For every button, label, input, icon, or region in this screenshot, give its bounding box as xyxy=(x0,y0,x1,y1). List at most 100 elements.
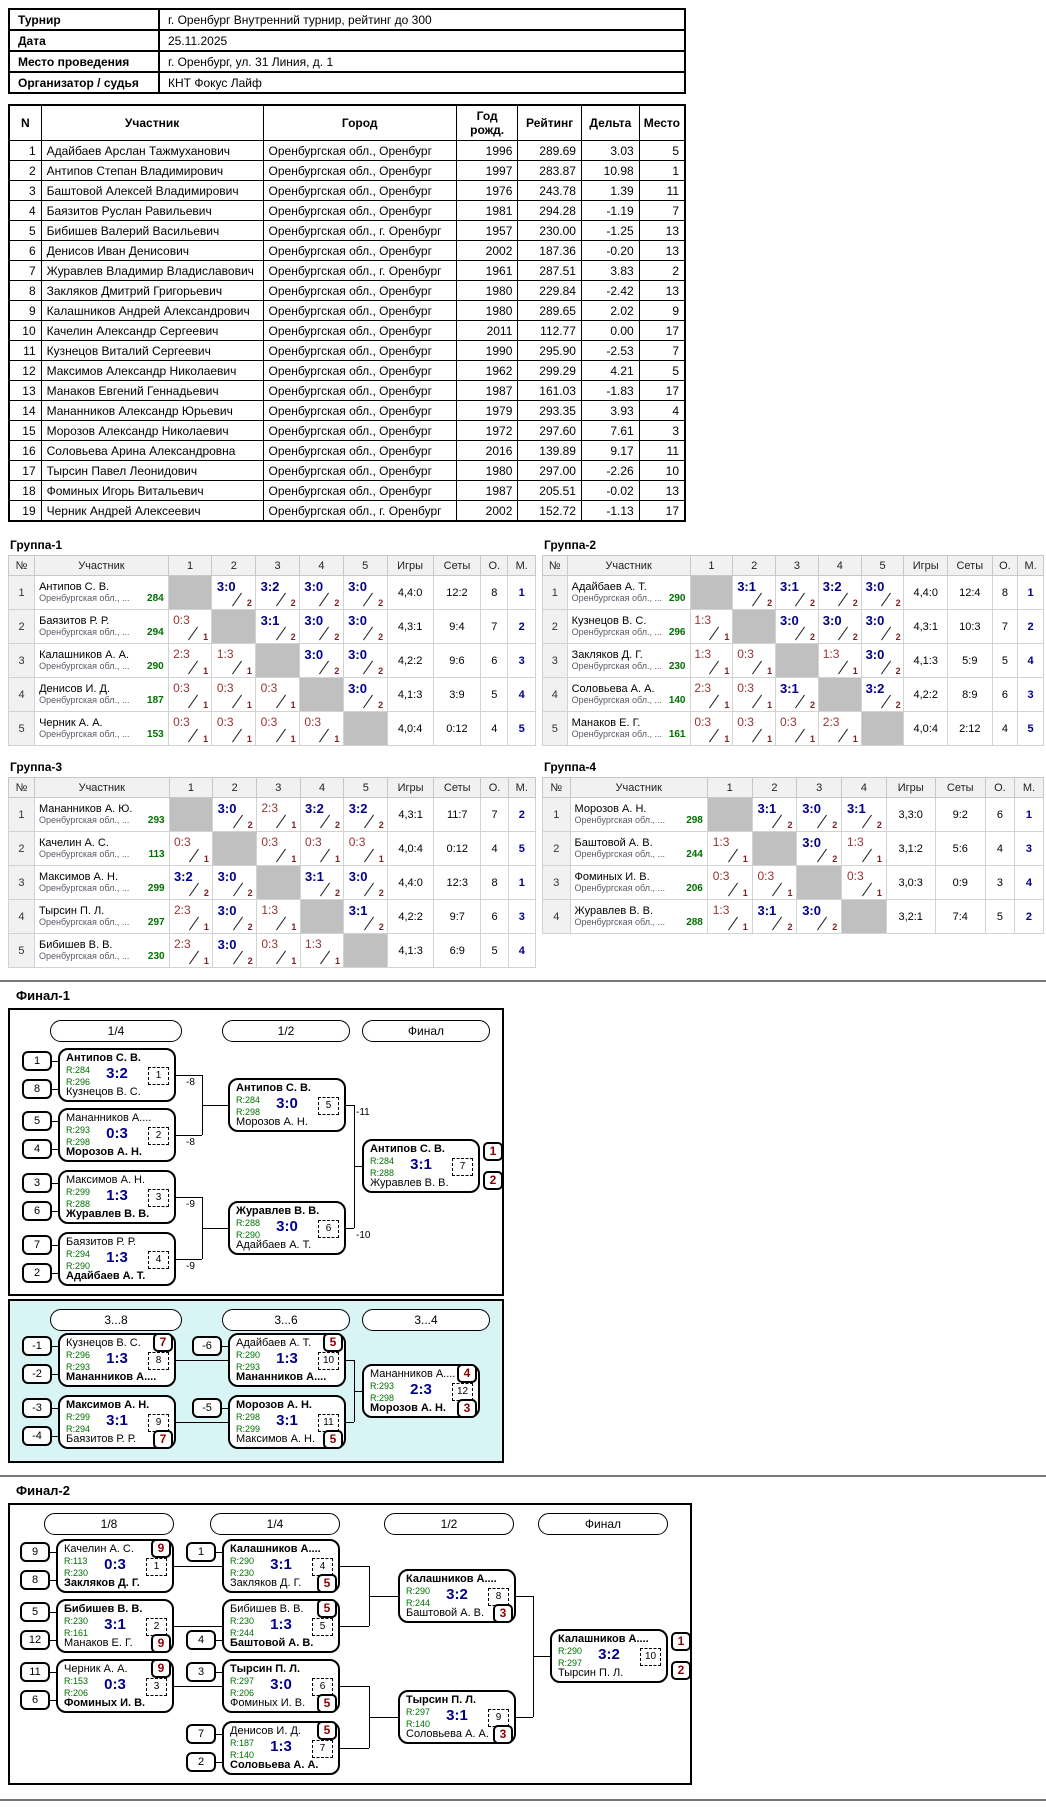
section-divider xyxy=(0,980,1046,982)
slash-icon xyxy=(794,592,805,607)
slash-icon xyxy=(752,592,763,607)
seed-box: 7 xyxy=(186,1724,216,1744)
points-gained: 1 xyxy=(809,734,815,744)
score: 3:2 xyxy=(822,579,842,594)
player-name-top: Качелин А. С. xyxy=(64,1543,134,1555)
player-subline: Оренбургская обл., ... 297 xyxy=(39,917,165,928)
player-subline: Оренбургская обл., ... 140 xyxy=(572,695,686,706)
birth-year: 1962 xyxy=(455,360,519,381)
column-header: Сеты xyxy=(432,555,482,576)
player-rating: 298 xyxy=(686,815,703,826)
group-place: 1 xyxy=(1013,797,1045,832)
round-pill: 3...6 xyxy=(222,1309,350,1331)
player-subline: Оренбургская обл., ... 230 xyxy=(572,661,686,672)
column-header: 3 xyxy=(775,555,819,576)
slash-icon xyxy=(861,814,872,829)
player-rating-bottom: R:161 xyxy=(64,1628,89,1638)
player-cell: Закляков Д. Г. Оренбургская обл., ... 230 xyxy=(566,643,691,678)
result-cell: 0:3 1 xyxy=(167,711,213,746)
slash-icon xyxy=(363,882,374,897)
score: 1:3 xyxy=(712,835,730,849)
match-result: 3:0 2 xyxy=(216,867,254,898)
participant-row: 1 Адайбаев Арслан Тажмуханович Оренбургска… xyxy=(8,140,686,161)
player-rating-top: R:290 xyxy=(236,1350,261,1360)
match-result: 3:0 2 xyxy=(346,645,384,676)
player-name: Денисов И. Д. xyxy=(39,683,111,695)
result-cell: 2:3 1 xyxy=(256,797,301,832)
result-cell: 1:3 1 xyxy=(689,609,734,644)
points: 8 xyxy=(991,575,1019,610)
games: 3,0:3 xyxy=(885,865,936,900)
player-name-top: Бибишев В. В. xyxy=(64,1603,143,1615)
match-box: Калашников А.... R:290 3:2 10 R:297 Тырсин П.… xyxy=(550,1629,668,1683)
place: 17 xyxy=(638,380,686,401)
games: 4,4:0 xyxy=(387,865,435,900)
player-rating-bottom: R:297 xyxy=(558,1658,583,1668)
match-result: 0:3 1 xyxy=(735,713,773,744)
rating: 243.78 xyxy=(517,180,582,201)
games: 4,1:3 xyxy=(903,643,948,678)
player-rating: 187 xyxy=(147,695,164,706)
group-table-body: 1 Антипов С. В. Оренбургская обл., ... 284 3… xyxy=(7,575,536,746)
rating: 297.60 xyxy=(517,420,582,441)
match-result: 3:0 2 xyxy=(864,577,902,608)
place-badge: 2 xyxy=(671,1661,691,1680)
column-header: 4 xyxy=(299,777,345,798)
player-name: Адайбаев А. Т. xyxy=(571,581,647,593)
points-gained: 2 xyxy=(335,888,341,898)
result-cell xyxy=(817,677,862,712)
player-subline: Оренбургская обл., ... 230 xyxy=(39,951,165,962)
sets: 12:2 xyxy=(432,575,482,610)
tournament-info-body: Турнир г. Оренбург Внутренний турнир, рей… xyxy=(8,8,686,94)
info-row: Дата 25.11.2025 xyxy=(8,29,686,52)
delta: -0.20 xyxy=(580,240,640,261)
points: 5 xyxy=(984,899,1015,934)
result-cell: 3:0 2 xyxy=(342,609,388,644)
match-result: 3:1 2 xyxy=(735,577,773,608)
group-place: 2 xyxy=(1017,609,1044,644)
slash-icon xyxy=(275,592,286,607)
result-cell xyxy=(256,865,301,900)
participant-city: Оренбургская обл., Оренбург xyxy=(262,200,457,221)
slash-icon xyxy=(709,728,720,743)
points-gained: 2 xyxy=(378,820,384,830)
group-place: 1 xyxy=(1017,575,1044,610)
seed-box: 5 xyxy=(22,1111,52,1131)
column-header: Место xyxy=(638,104,686,141)
delta: -1.83 xyxy=(580,380,640,401)
match-result: 3:1 2 xyxy=(845,799,883,830)
seed-box: 4 xyxy=(22,1139,52,1159)
birth-year: 1972 xyxy=(455,420,519,441)
rating: 161.03 xyxy=(517,380,582,401)
rating-delta-label: -9 xyxy=(186,1261,195,1272)
player-rating-top: R:297 xyxy=(230,1676,255,1686)
slash-icon xyxy=(861,848,872,863)
result-cell: 0:3 1 xyxy=(211,677,257,712)
result-cell: 3:0 2 xyxy=(342,643,388,678)
player-region: Оренбургская обл., ... xyxy=(39,661,130,671)
match-result: 3:0 2 xyxy=(216,901,254,932)
group-row: 4 Соловьева А. А. Оренбургская обл., ... 14… xyxy=(542,677,1044,712)
tournament-info-table: Турнир г. Оренбург Внутренний турнир, рей… xyxy=(8,8,686,94)
player-name-bottom: Манаков Е. Г. xyxy=(64,1637,133,1649)
player-name: Кузнецов В. С. xyxy=(571,615,647,627)
participant-city: Оренбургская обл., Оренбург xyxy=(262,180,457,201)
score: 2:3 xyxy=(173,903,191,917)
match-result: 3:1 2 xyxy=(755,901,793,932)
player-name-top: Мананников А.... xyxy=(66,1112,152,1124)
match-score: 0:3 xyxy=(104,1556,126,1573)
result-cell xyxy=(706,797,753,832)
player-subline: Оренбургская обл., ... 296 xyxy=(572,627,686,638)
match-number: 10 xyxy=(318,1352,339,1370)
sets: 0:12 xyxy=(433,831,482,866)
player-cell: Калашников А. А. Оренбургская обл., ... 29… xyxy=(34,643,169,678)
match-result: 1:3 1 xyxy=(711,833,749,864)
participant-name: Манаков Евгений Геннадьевич xyxy=(40,380,264,401)
player-rating-top: R:290 xyxy=(230,1556,255,1566)
match-result: 2:3 1 xyxy=(172,935,210,966)
result-cell: 1:3 1 xyxy=(211,643,257,678)
seed-box: -1 xyxy=(22,1336,52,1356)
info-row: Турнир г. Оренбург Внутренний турнир, рей… xyxy=(8,8,686,31)
points-gained: 1 xyxy=(203,854,209,864)
seed-box: 6 xyxy=(20,1690,50,1710)
